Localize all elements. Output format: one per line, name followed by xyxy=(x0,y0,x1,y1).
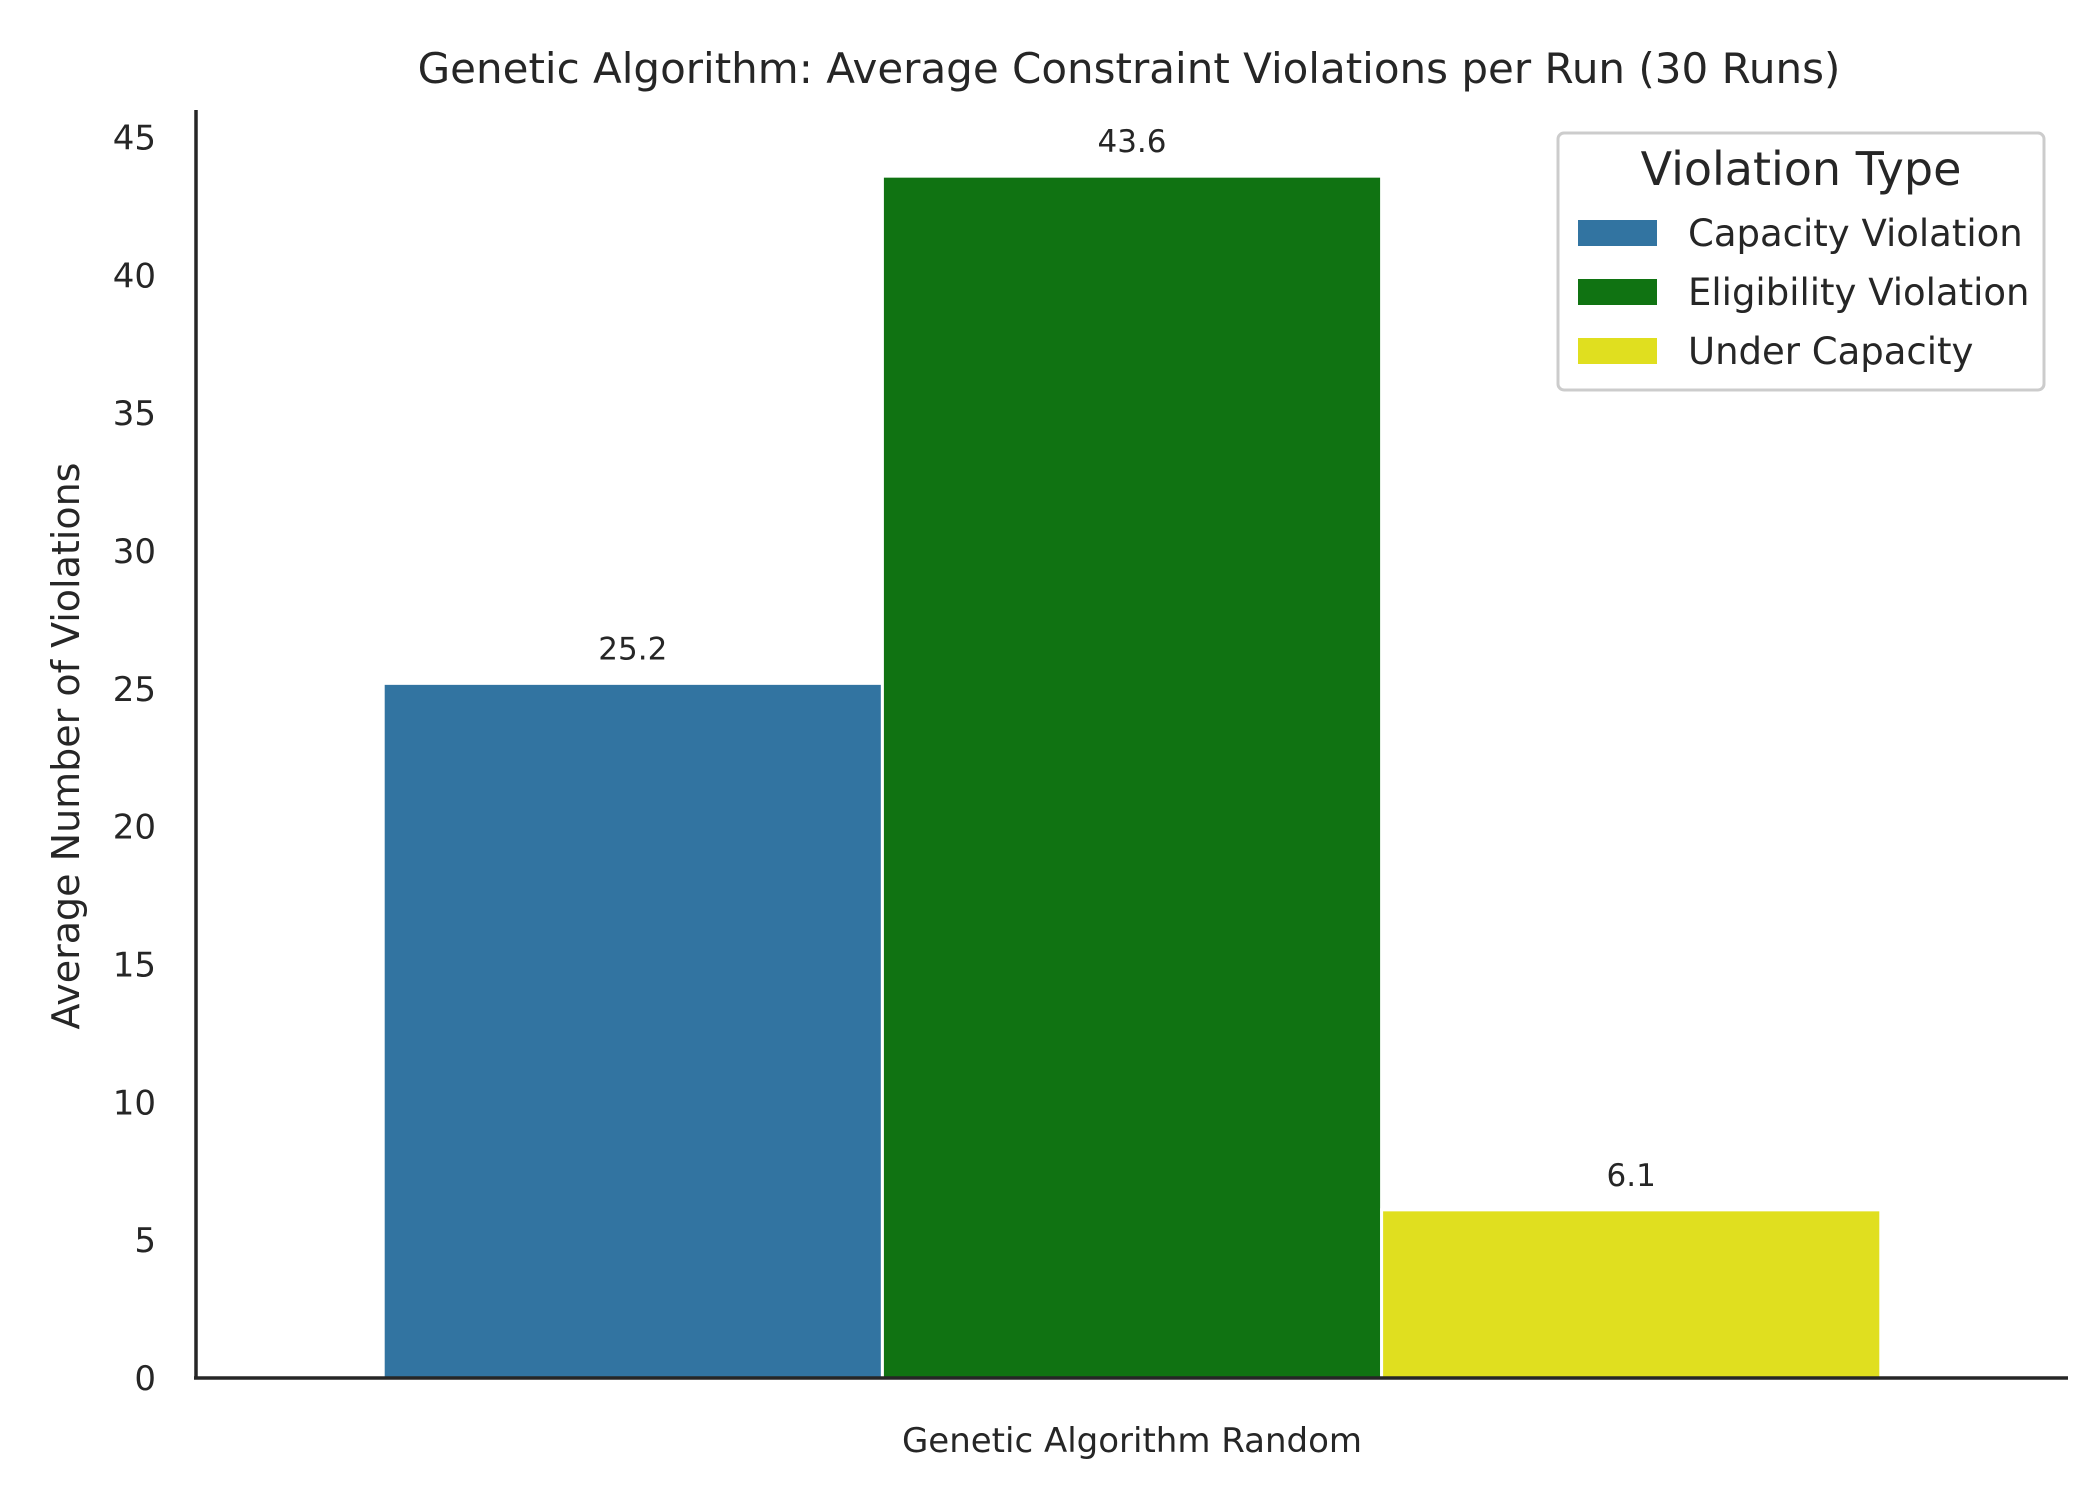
legend-title: Violation Type xyxy=(1641,142,1962,196)
x-tick-label: Genetic Algorithm Random xyxy=(902,1421,1362,1461)
bars-group xyxy=(381,174,1883,1380)
y-tick-label: 5 xyxy=(134,1221,156,1261)
legend-label-under-capacity: Under Capacity xyxy=(1688,330,1973,373)
bar-capacity-violation xyxy=(381,681,884,1380)
y-tick-label: 25 xyxy=(113,670,156,710)
bar-under-capacity xyxy=(1380,1208,1883,1380)
data-label-capacity-violation: 25.2 xyxy=(598,631,667,667)
y-tick-label: 15 xyxy=(113,946,156,986)
chart-title: Genetic Algorithm: Average Constraint Vi… xyxy=(418,44,1841,93)
y-tick-label: 40 xyxy=(113,256,156,296)
y-axis-label: Average Number of Violations xyxy=(44,463,88,1030)
legend: Violation Type Capacity Violation Eligibi… xyxy=(1556,131,2046,392)
y-tick-label: 35 xyxy=(113,394,156,434)
y-tick-label: 10 xyxy=(113,1083,156,1123)
legend-swatch-eligibility-violation xyxy=(1578,279,1657,305)
y-axis-ticks: 0 5 10 15 20 25 30 35 40 45 xyxy=(113,119,156,1399)
data-label-under-capacity: 6.1 xyxy=(1607,1158,1656,1194)
bar-eligibility-violation xyxy=(880,174,1384,1380)
legend-items: Capacity Violation Eligibility Violation U… xyxy=(1578,212,2029,373)
legend-swatch-capacity-violation xyxy=(1578,220,1657,246)
y-tick-label: 30 xyxy=(113,532,156,572)
y-tick-label: 45 xyxy=(113,119,156,159)
data-labels-group: 25.2 43.6 6.1 xyxy=(598,124,1656,1194)
legend-label-eligibility-violation: Eligibility Violation xyxy=(1688,271,2029,314)
legend-label-capacity-violation: Capacity Violation xyxy=(1688,212,2023,255)
legend-swatch-under-capacity xyxy=(1578,338,1657,364)
x-axis-ticks: Genetic Algorithm Random xyxy=(902,1421,1362,1461)
data-label-eligibility-violation: 43.6 xyxy=(1097,124,1166,160)
legend-frame xyxy=(1556,131,2046,392)
y-tick-label: 0 xyxy=(134,1359,156,1399)
y-tick-label: 20 xyxy=(113,808,156,848)
